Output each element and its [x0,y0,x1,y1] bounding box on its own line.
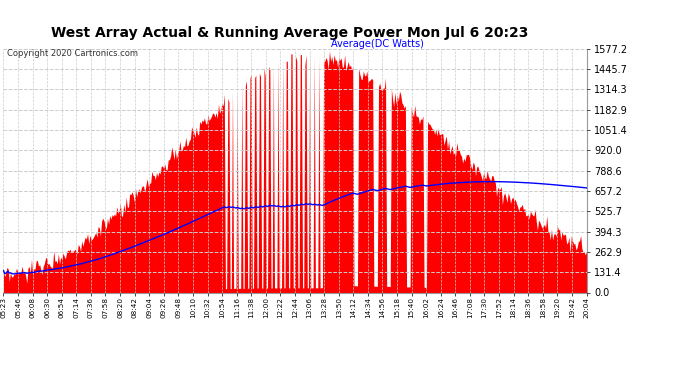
Text: West Array Actual & Running Average Power Mon Jul 6 20:23: West Array Actual & Running Average Powe… [51,26,529,40]
Text: Average(DC Watts): Average(DC Watts) [331,39,424,50]
Text: Copyright 2020 Cartronics.com: Copyright 2020 Cartronics.com [7,49,138,58]
